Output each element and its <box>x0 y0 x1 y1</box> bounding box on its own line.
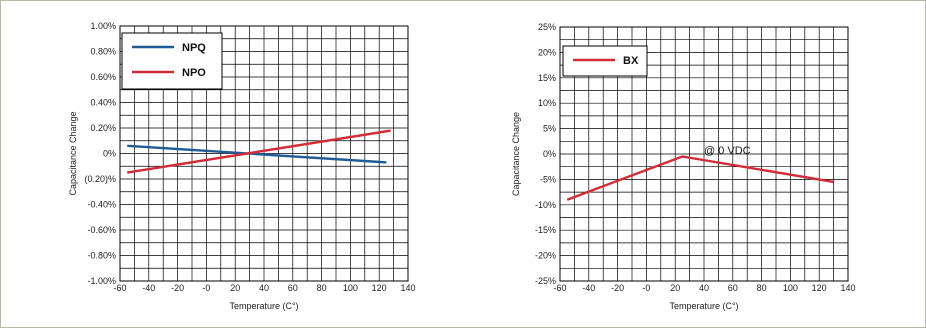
x-tick-label: 100 <box>783 283 798 293</box>
y-tick-label: 0% <box>103 149 116 159</box>
x-tick-label: 140 <box>400 283 415 293</box>
x-tick-label: 140 <box>840 283 855 293</box>
x-tick-label: -40 <box>582 283 595 293</box>
y-axis-label: Capacitance Change <box>511 112 521 196</box>
y-tick-label: 25% <box>538 22 556 32</box>
x-tick-label: 80 <box>317 283 327 293</box>
x-tick-label: -60 <box>113 283 126 293</box>
series-line-npo <box>127 129 391 174</box>
y-tick-label: 15% <box>538 73 556 83</box>
x-tick-label: 100 <box>343 283 358 293</box>
y-tick-label: 0.80% <box>90 47 116 57</box>
legend-label: NPO <box>182 67 206 79</box>
y-tick-label: 0.40% <box>90 98 116 108</box>
y-tick-label: -15% <box>535 225 556 235</box>
chart-1: 1.00% 0.80% 0.60% 0.40% 0.20% 0% (0.20)% -0.40%… <box>68 21 416 311</box>
legend-label: BX <box>623 55 639 67</box>
x-tick-label: -20 <box>171 283 184 293</box>
y-tick-label: 0% <box>543 149 556 159</box>
x-tick-label: -0 <box>202 283 210 293</box>
x-tick-label: 40 <box>259 283 269 293</box>
y-tick-label: (0.20)% <box>84 174 116 184</box>
y-tick-label: 0.20% <box>90 123 116 133</box>
x-tick-label: 120 <box>812 283 827 293</box>
y-tick-label: -0.40% <box>87 200 116 210</box>
series-line-bx <box>566 155 834 201</box>
y-tick-label: 0.60% <box>90 72 116 82</box>
y-tick-label: -10% <box>535 200 556 210</box>
series-line-npq <box>127 144 387 164</box>
plot-border <box>119 25 409 282</box>
x-tick-label: -60 <box>553 283 566 293</box>
x-tick-label: -40 <box>142 283 155 293</box>
legend: BX <box>562 45 648 77</box>
y-tick-label: 5% <box>543 124 556 134</box>
x-axis-label: Temperature (C°) <box>669 301 738 311</box>
x-tick-label: -20 <box>611 283 624 293</box>
grid <box>559 26 849 282</box>
y-tick-label: 1.00% <box>90 21 116 31</box>
y-axis-label: Capacitance Change <box>68 111 78 195</box>
y-tick-label: 20% <box>538 47 556 57</box>
x-tick-label: -0 <box>642 283 650 293</box>
y-tick-label: -20% <box>535 251 556 261</box>
x-axis-label: Temperature (C°) <box>229 301 298 311</box>
y-tick-label: -0.60% <box>87 225 116 235</box>
x-tick-label: 120 <box>372 283 387 293</box>
annotation-label: @ 0 VDC <box>704 145 751 157</box>
legend-box <box>121 32 223 90</box>
y-tick-label: 10% <box>538 98 556 108</box>
x-tick-label: 20 <box>230 283 240 293</box>
plot-border <box>559 26 849 282</box>
legend: NPQ NPO <box>121 32 223 90</box>
y-tick-label: -5% <box>540 174 556 184</box>
legend-label: NPQ <box>182 42 206 54</box>
y-tick-label: -1.00% <box>87 276 116 286</box>
chart-2: 25% 20% 15% 10% 5% 0% -5% -10% -15% -20% -25%-60 -4… <box>511 22 856 311</box>
x-tick-label: 60 <box>728 283 738 293</box>
y-tick-label: -0.80% <box>87 251 116 261</box>
x-tick-label: 40 <box>699 283 709 293</box>
x-tick-label: 60 <box>288 283 298 293</box>
x-tick-label: 80 <box>757 283 767 293</box>
x-tick-label: 20 <box>670 283 680 293</box>
y-tick-label: -25% <box>535 276 556 286</box>
